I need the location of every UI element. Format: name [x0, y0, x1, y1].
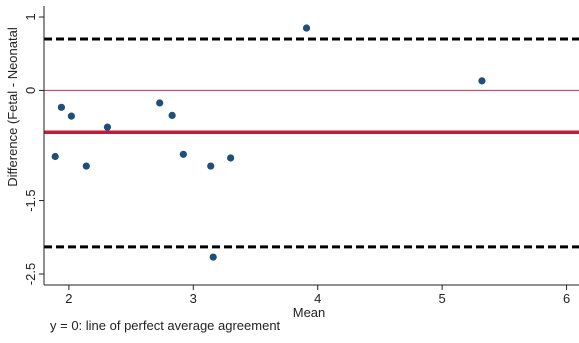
- reference-lines: [44, 37, 579, 249]
- x-axis-title: Mean: [293, 305, 326, 320]
- data-point-9: [209, 253, 217, 261]
- y-tick-label: 0: [23, 87, 38, 94]
- data-point-12: [478, 77, 486, 85]
- data-point-3: [82, 162, 90, 170]
- x-tick-label: 3: [190, 291, 197, 306]
- y-ticks: 1 0 -1.5 -2.5: [23, 13, 44, 285]
- data-point-10: [227, 154, 235, 162]
- data-point-5: [156, 99, 164, 107]
- data-point-8: [207, 162, 215, 170]
- axes: [43, 6, 579, 286]
- data-point-2: [67, 112, 75, 120]
- x-tick-label: 4: [314, 291, 321, 306]
- data-point-1: [57, 103, 66, 111]
- data-point-7: [179, 150, 187, 158]
- y-tick-label: 1: [23, 13, 38, 20]
- y-tick-label: -2.5: [23, 263, 38, 285]
- data-point-6: [168, 111, 176, 119]
- y-axis-title: Difference (Fetal - Neonatal: [5, 27, 20, 187]
- plot-area: [44, 6, 579, 285]
- x-tick-label: 6: [563, 291, 570, 306]
- x-ticks: 2 3 4 5 6: [65, 285, 570, 306]
- y-tick-label: -1.5: [23, 189, 38, 211]
- footnote: y = 0: line of perfect average agreement: [50, 318, 281, 333]
- data-points: [51, 24, 486, 261]
- x-tick-label: 2: [65, 291, 72, 306]
- data-point-4: [103, 123, 112, 131]
- data-point-11: [302, 24, 311, 32]
- data-point-0: [51, 152, 59, 161]
- x-tick-label: 5: [439, 291, 446, 306]
